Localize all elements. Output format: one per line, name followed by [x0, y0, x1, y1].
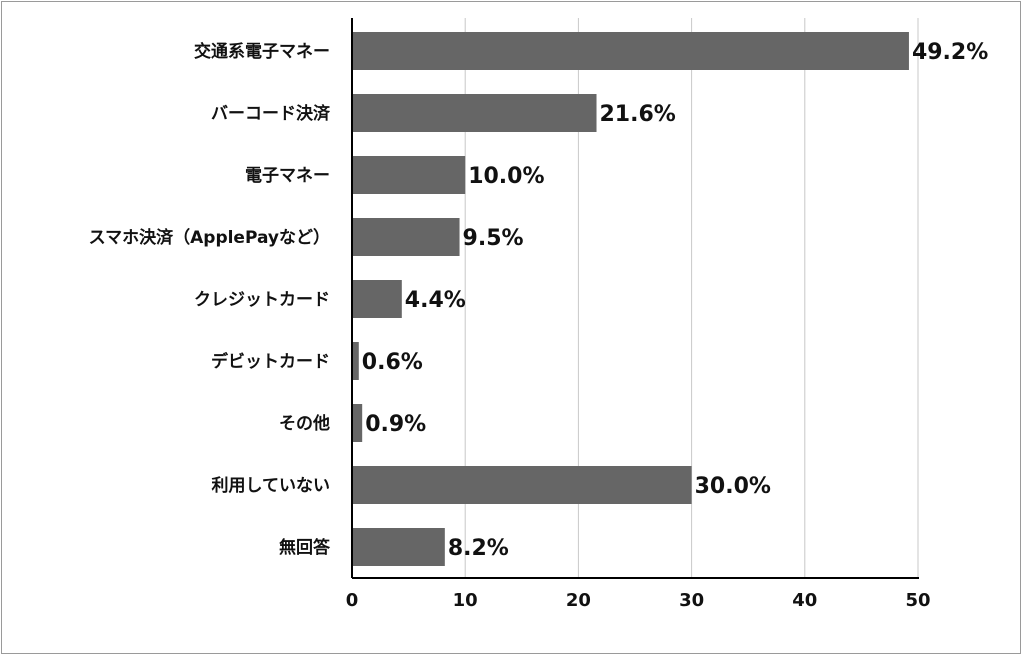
x-tick-label: 10: [453, 590, 478, 611]
axes: [351, 18, 919, 579]
bar: [352, 342, 359, 380]
value-label: 0.9%: [365, 412, 426, 437]
value-label: 4.4%: [405, 288, 466, 313]
bar: [352, 466, 692, 504]
bar: [352, 156, 466, 194]
value-label: 30.0%: [695, 474, 771, 499]
x-tick-label: 0: [346, 590, 359, 611]
category-label: クレジットカード: [194, 290, 330, 310]
category-label: 交通系電子マネー: [194, 41, 330, 62]
bars: [352, 32, 909, 566]
labels: 0 10 20 30 40 50 交通系電子マネー 49.2% バーコード決済 21.6% 電子マネ…: [89, 40, 989, 611]
x-tick-label: 20: [566, 590, 591, 611]
bar: [352, 528, 445, 566]
bar: [352, 280, 402, 318]
x-tick-label: 30: [679, 590, 704, 611]
value-label: 0.6%: [362, 350, 423, 375]
category-label: スマホ決済（ApplePayなど）: [89, 227, 330, 248]
category-label: 電子マネー: [245, 166, 330, 186]
x-tick-label: 40: [792, 590, 817, 611]
category-label: 利用していない: [212, 475, 331, 496]
bar: [352, 94, 597, 132]
value-label: 21.6%: [600, 102, 676, 127]
bar: [352, 218, 460, 256]
category-label: その他: [279, 413, 330, 434]
value-label: 8.2%: [448, 536, 509, 561]
bar: [352, 32, 909, 70]
category-label: デビットカード: [211, 351, 330, 372]
bar: [352, 404, 363, 442]
category-label: バーコード決済: [211, 103, 331, 124]
x-tick-label: 50: [905, 590, 930, 611]
category-label: 無回答: [279, 537, 331, 558]
value-label: 49.2%: [912, 40, 988, 65]
value-label: 10.0%: [468, 164, 544, 189]
value-label: 9.5%: [463, 226, 524, 251]
